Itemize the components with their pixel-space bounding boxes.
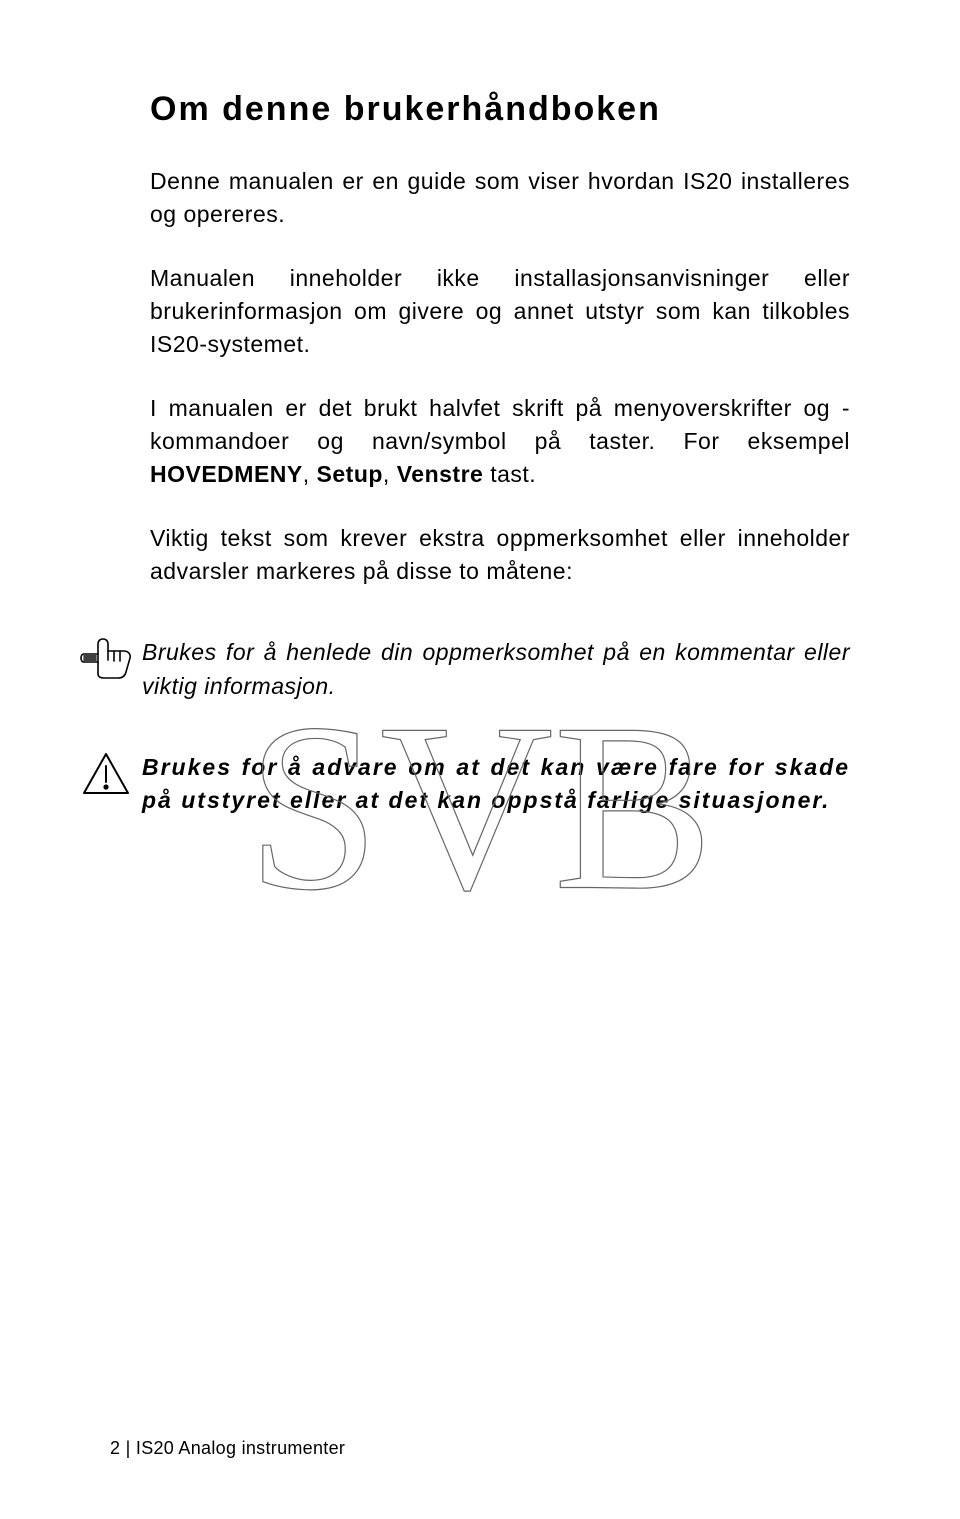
pointing-hand-icon (70, 636, 142, 680)
paragraph-1: Denne manualen er en guide som viser hvo… (150, 165, 850, 232)
p3-text-c: , (303, 461, 317, 487)
watermark-svb: SVB (200, 678, 760, 963)
page-title: Om denne brukerhåndboken (150, 90, 850, 129)
callout-warn-row: Brukes for å advare om at det kan være f… (150, 751, 850, 818)
page-footer: 2 | IS20 Analog instrumenter (110, 1438, 345, 1459)
p3-text-a: I manualen er det brukt halvfet skrift p… (150, 395, 850, 454)
callout-warn-text: Brukes for å advare om at det kan være f… (142, 751, 850, 818)
document-page: Om denne brukerhåndboken Denne manualen … (0, 0, 960, 1519)
p3-bold-hovedmeny: HOVEDMENY (150, 461, 303, 487)
callout-hand-text: Brukes for å henlede din oppmerksomhet p… (142, 636, 850, 703)
warning-triangle-icon (70, 751, 142, 797)
callout-hand-row: Brukes for å henlede din oppmerksomhet p… (150, 636, 850, 703)
paragraph-2: Manualen inneholder ikke installasjonsan… (150, 262, 850, 362)
p3-text-g: tast. (483, 461, 536, 487)
paragraph-4: Viktig tekst som krever ekstra oppmerkso… (150, 522, 850, 589)
p3-bold-setup: Setup (317, 461, 383, 487)
p3-bold-venstre: Venstre (397, 461, 484, 487)
paragraph-3: I manualen er det brukt halvfet skrift p… (150, 392, 850, 492)
p3-text-e: , (383, 461, 397, 487)
